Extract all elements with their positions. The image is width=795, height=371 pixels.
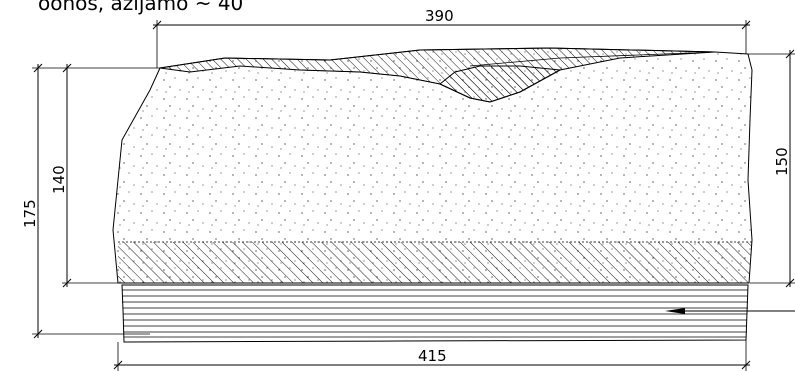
- top-crust-layer: [159, 47, 716, 103]
- hatched-band: [118, 241, 752, 284]
- dimension-right: 150: [748, 49, 795, 288]
- dimension-bottom: 415: [113, 340, 751, 371]
- drawing-caption: oonos, azijamo ~ 40: [38, 0, 243, 15]
- dimension-top: 390: [152, 7, 751, 68]
- direction-arrow: [665, 308, 795, 314]
- dimension-left-outer-label: 175: [21, 199, 39, 228]
- bottom-layer: [121, 284, 749, 343]
- dimension-left-inner-label: 140: [50, 165, 68, 194]
- dimension-bottom-label: 415: [418, 347, 447, 365]
- dimension-right-label: 150: [773, 147, 791, 176]
- dimension-left-inner: 140: [50, 63, 118, 288]
- dimension-left-outer: 175: [21, 63, 160, 339]
- dimension-top-label: 390: [425, 7, 454, 25]
